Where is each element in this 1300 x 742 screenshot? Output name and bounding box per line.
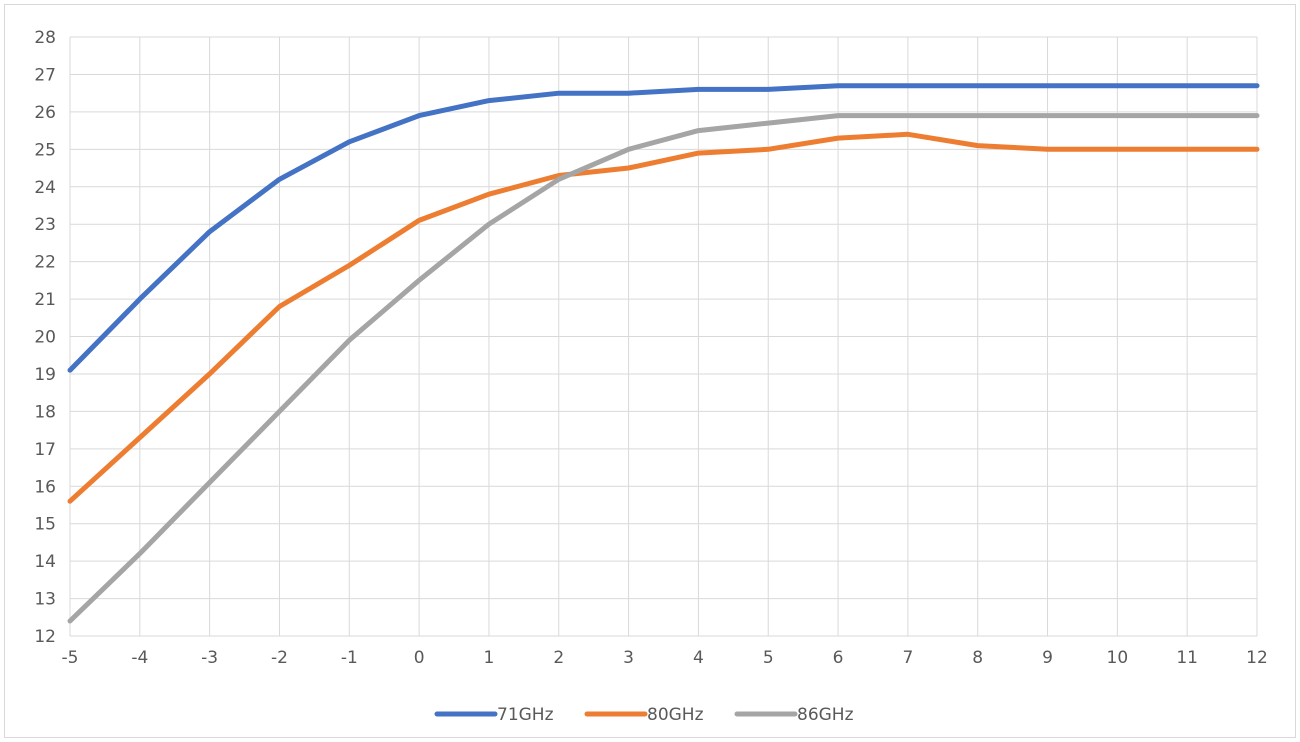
y-tick-label: 12 <box>34 627 56 647</box>
y-tick-label: 24 <box>34 178 56 198</box>
x-tick-label: 5 <box>763 648 774 668</box>
y-tick-label: 15 <box>34 515 56 535</box>
y-tick-label: 13 <box>34 590 56 610</box>
x-tick-label: 0 <box>414 648 425 668</box>
y-tick-label: 21 <box>34 290 56 310</box>
series-line-71GHz <box>67 83 1260 373</box>
chart-frame <box>4 4 1296 738</box>
y-tick-label: 23 <box>34 215 56 235</box>
y-tick-label: 25 <box>34 140 56 160</box>
y-tick-label: 18 <box>34 402 56 422</box>
x-tick-label: -2 <box>271 648 288 668</box>
legend-label-71GHz: 71GHz <box>497 705 554 725</box>
y-tick-label: 27 <box>34 65 56 85</box>
x-tick-label: 10 <box>1107 648 1129 668</box>
x-tick-label: -3 <box>201 648 218 668</box>
y-tick-label: 16 <box>34 477 56 497</box>
x-tick-label: 2 <box>553 648 564 668</box>
y-tick-label: 14 <box>34 552 56 572</box>
x-tick-label: 4 <box>693 648 704 668</box>
x-tick-label: -1 <box>341 648 358 668</box>
x-tick-label: 1 <box>484 648 495 668</box>
x-tick-label: 7 <box>902 648 913 668</box>
series-line-86GHz <box>67 113 1260 624</box>
series-line-80GHz <box>67 131 1260 504</box>
x-tick-label: 3 <box>623 648 634 668</box>
x-tick-label: -5 <box>62 648 79 668</box>
y-tick-label: 28 <box>34 28 56 48</box>
y-tick-label: 17 <box>34 440 56 460</box>
y-tick-label: 20 <box>34 328 56 348</box>
x-tick-label: 6 <box>833 648 844 668</box>
x-tick-label: 12 <box>1246 648 1268 668</box>
legend-label-80GHz: 80GHz <box>647 705 704 725</box>
y-tick-label: 22 <box>34 253 56 273</box>
x-tick-label: 11 <box>1176 648 1198 668</box>
x-tick-label: 9 <box>1042 648 1053 668</box>
x-tick-label: -4 <box>131 648 148 668</box>
legend-label-86GHz: 86GHz <box>797 705 854 725</box>
x-tick-label: 8 <box>972 648 983 668</box>
y-tick-label: 19 <box>34 365 56 385</box>
y-tick-label: 26 <box>34 103 56 123</box>
